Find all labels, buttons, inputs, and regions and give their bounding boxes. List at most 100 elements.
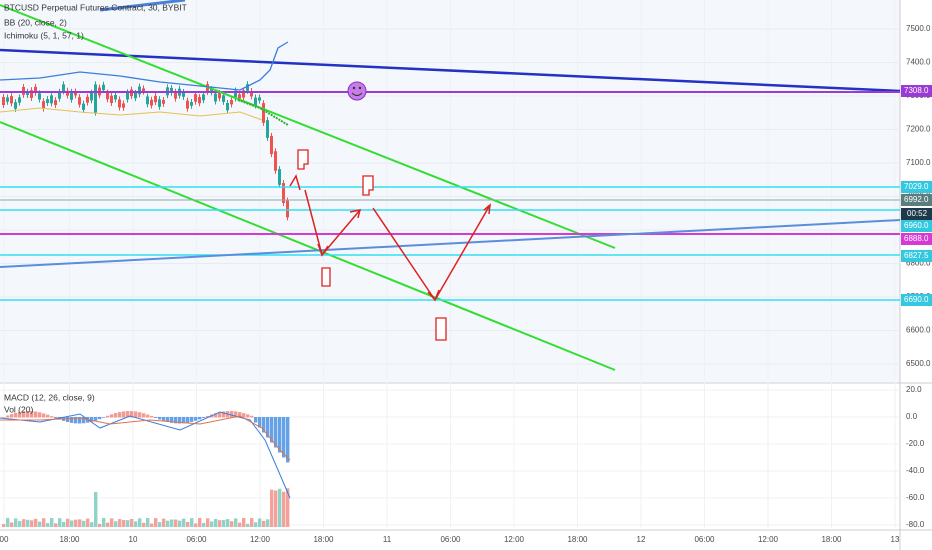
time-tick-label: 12:00 (758, 535, 779, 544)
candle-body (282, 183, 285, 203)
macd-bar (22, 411, 26, 418)
time-tick-label: 12:00 (504, 535, 525, 544)
macd-bar (114, 413, 118, 418)
price-badge: 6888.0 (904, 234, 929, 243)
volume-bar (98, 523, 102, 527)
volume-bar (186, 522, 190, 527)
candle-body (154, 95, 157, 103)
candle-body (2, 97, 5, 105)
candle-body (186, 100, 189, 109)
arrows (289, 174, 491, 302)
macd-bar (174, 417, 178, 424)
macd-bar (70, 417, 74, 423)
candle-body (6, 97, 9, 102)
macd-bar (122, 411, 126, 418)
volume-bar (206, 518, 210, 527)
volume-bar (170, 519, 174, 527)
candle-body (134, 92, 137, 99)
volume-bar (46, 523, 50, 527)
price-badge: 00:52 (907, 209, 928, 218)
time-tick-label: 18:00 (59, 535, 80, 544)
volume-bar (202, 522, 206, 527)
volume-bar (34, 518, 38, 527)
macd-bar (202, 417, 206, 418)
candle-body (254, 97, 257, 106)
macd-histogram (2, 411, 290, 527)
trend-line (99, 0, 186, 12)
candle-body (250, 90, 253, 97)
volume-bar (82, 520, 86, 527)
macd-bar (2, 417, 6, 418)
price-tick-label: 7400.0 (906, 58, 931, 67)
macd-bar (66, 417, 70, 423)
hand-icons (297, 149, 447, 341)
candle-body (190, 102, 193, 106)
macd-bar (238, 412, 242, 418)
volume-bar (78, 519, 82, 527)
candle-body (66, 90, 69, 96)
candle-body (222, 95, 225, 102)
candle-body (246, 84, 249, 91)
macd-bar (138, 412, 142, 418)
volume-bar (238, 522, 242, 527)
volume-bar (270, 489, 274, 527)
volume-bar (146, 518, 150, 527)
candle-body (210, 88, 213, 93)
macd-bar (190, 417, 194, 422)
price-badge: 6827.5 (904, 251, 929, 260)
macd-bar (230, 411, 234, 418)
macd-bar (198, 417, 202, 420)
volume-bar (166, 520, 170, 527)
candle-body (126, 92, 129, 100)
macd-bar (270, 417, 274, 443)
macd-bar (54, 417, 58, 419)
macd-line (0, 411, 291, 499)
macd-bar (38, 412, 42, 418)
ichimoku-line (0, 107, 263, 121)
volume-bar (66, 518, 70, 527)
volume-bar (106, 522, 110, 527)
volume-bar (258, 518, 262, 527)
candle-body (122, 103, 125, 108)
volume-bar (22, 519, 26, 527)
time-tick-label: 06:00 (186, 535, 207, 544)
volume-bar (38, 521, 42, 527)
macd-bar (158, 417, 162, 420)
trend-line (0, 219, 901, 268)
volume-bar (90, 522, 94, 527)
candle-body (54, 100, 57, 105)
volume-bar (118, 519, 122, 527)
macd-bar (18, 411, 22, 418)
price-tick-label: 6500.0 (906, 359, 931, 368)
volume-bar (42, 518, 46, 527)
candle-body (286, 200, 289, 218)
macd-bar (286, 417, 290, 463)
trend-line (0, 48, 901, 93)
macd-bar (98, 417, 102, 420)
price-tick-label: 7200.0 (906, 125, 931, 134)
candle-body (202, 94, 205, 101)
volume-bar (122, 519, 126, 527)
volume-bar (14, 518, 18, 527)
macd-bar (166, 417, 170, 422)
channel-line (0, 121, 616, 371)
volume-bar (30, 520, 34, 527)
indicator-label: MACD (12, 26, close, 9) (4, 392, 95, 402)
macd-bar (182, 417, 186, 424)
macd-tick-label: -40.0 (906, 466, 925, 475)
time-tick-label: 06:00 (440, 535, 461, 544)
indicator-label: Ichimoku (5, 1, 57, 1) (4, 30, 84, 40)
price-badge: 6960.0 (904, 221, 929, 230)
macd-bar (250, 415, 254, 418)
time-tick-label: 12 (637, 535, 646, 544)
volume-bar (58, 518, 62, 527)
volume-bar (218, 520, 222, 527)
candle-body (138, 86, 141, 95)
candle-body (46, 99, 49, 103)
volume-bar (6, 518, 10, 527)
macd-tick-label: -60.0 (906, 493, 925, 502)
candle-body (142, 88, 145, 92)
macd-bar (206, 415, 210, 418)
macd-bar (242, 413, 246, 418)
volume-bar (274, 490, 278, 527)
